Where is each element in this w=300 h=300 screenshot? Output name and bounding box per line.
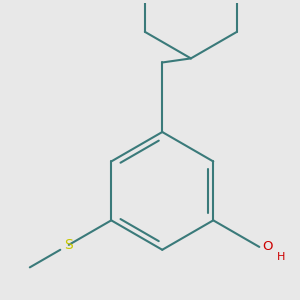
Text: H: H xyxy=(277,252,286,262)
Text: S: S xyxy=(64,238,73,252)
Text: O: O xyxy=(262,240,272,254)
